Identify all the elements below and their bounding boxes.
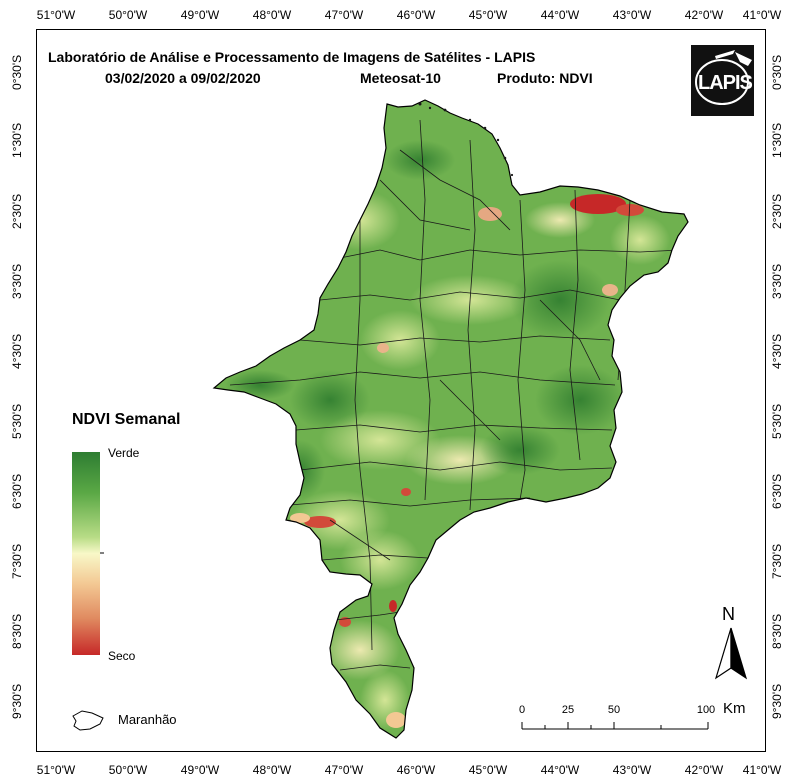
scale-unit: Km [723, 700, 746, 717]
lon-label: 47°0'W [324, 763, 364, 777]
scale-tick-label: 100 [696, 704, 716, 716]
lon-label: 48°0'W [252, 763, 292, 777]
lon-label: 46°0'W [396, 8, 436, 22]
lon-label: 42°0'W [684, 8, 724, 22]
lon-label: 41°0'W [742, 8, 782, 22]
lon-label: 43°0'W [612, 763, 652, 777]
scale-tick-label: 50 [607, 704, 621, 716]
lon-label: 49°0'W [180, 763, 220, 777]
lon-label: 44°0'W [540, 8, 580, 22]
date-range: 03/02/2020 a 09/02/2020 [105, 70, 261, 86]
lon-label: 51°0'W [36, 763, 76, 777]
lon-label: 45°0'W [468, 763, 508, 777]
lon-label: 42°0'W [684, 763, 724, 777]
lapis-logo [691, 45, 754, 116]
lon-label: 49°0'W [180, 8, 220, 22]
ndvi-legend-bar [72, 452, 100, 655]
lon-label: 44°0'W [540, 763, 580, 777]
scale-tick-label: 0 [518, 704, 526, 716]
ndvi-field [214, 100, 688, 738]
lon-label: 41°0'W [742, 763, 782, 777]
scale-tick-label: 25 [561, 704, 575, 716]
lapis-logo-text: LAPIS [698, 72, 753, 94]
lon-label: 45°0'W [468, 8, 508, 22]
lon-label: 47°0'W [324, 8, 364, 22]
state-legend-label: Maranhão [118, 712, 177, 727]
maranhao-shape-icon [72, 710, 104, 731]
lon-label: 50°0'W [108, 763, 148, 777]
north-arrow-icon [714, 627, 748, 680]
lon-label: 48°0'W [252, 8, 292, 22]
north-label: N [722, 604, 735, 624]
lon-label: 51°0'W [36, 8, 76, 22]
satellite-name: Meteosat-10 [360, 70, 441, 86]
lon-label: 50°0'W [108, 8, 148, 22]
legend-title: NDVI Semanal [72, 411, 181, 428]
coastal-islands [418, 102, 514, 177]
state-outline [212, 99, 689, 739]
legend-low-label: Seco [108, 649, 136, 663]
map-title: Laboratório de Análise e Processamento d… [48, 49, 536, 65]
scale-bar [521, 722, 709, 730]
product-name: Produto: NDVI [497, 70, 593, 86]
lon-label: 46°0'W [396, 763, 436, 777]
legend-high-label: Verde [108, 446, 140, 460]
lon-label: 43°0'W [612, 8, 652, 22]
